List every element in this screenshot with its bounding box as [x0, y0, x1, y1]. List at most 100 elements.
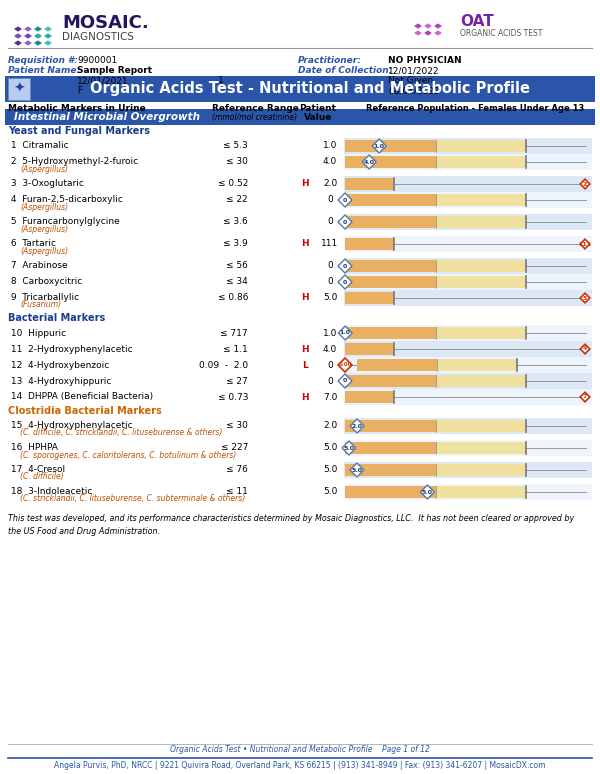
- Text: 1.0: 1.0: [323, 142, 337, 150]
- Text: 13  4-Hydroxyhippuric: 13 4-Hydroxyhippuric: [8, 376, 112, 385]
- Text: Organic Acids Test - Nutritional and Metabolic Profile: Organic Acids Test - Nutritional and Met…: [90, 81, 530, 97]
- Polygon shape: [580, 180, 590, 189]
- Text: Value: Value: [304, 113, 332, 122]
- FancyBboxPatch shape: [436, 216, 526, 228]
- FancyBboxPatch shape: [344, 138, 592, 154]
- Polygon shape: [413, 30, 422, 36]
- Polygon shape: [23, 40, 32, 46]
- Text: Patient Age:: Patient Age:: [163, 76, 226, 85]
- FancyBboxPatch shape: [436, 375, 526, 387]
- Polygon shape: [34, 26, 43, 32]
- FancyBboxPatch shape: [345, 156, 436, 168]
- FancyBboxPatch shape: [344, 192, 592, 208]
- FancyBboxPatch shape: [344, 154, 592, 170]
- Text: 12/01/2021: 12/01/2021: [77, 76, 128, 85]
- Text: 1.0: 1.0: [374, 143, 385, 149]
- Text: 0: 0: [327, 262, 333, 270]
- Text: Date of Birth:: Date of Birth:: [8, 76, 77, 85]
- Text: ≤ 0.73: ≤ 0.73: [218, 392, 248, 402]
- Polygon shape: [23, 33, 32, 39]
- Text: 4.0: 4.0: [323, 344, 337, 354]
- Text: ≤ 227: ≤ 227: [221, 444, 248, 453]
- Text: (Aspergillus): (Aspergillus): [20, 203, 68, 211]
- Text: ≤ 3.6: ≤ 3.6: [223, 217, 248, 227]
- Text: 0: 0: [343, 378, 347, 383]
- Text: ≤ 56: ≤ 56: [226, 262, 248, 270]
- Text: 5: 5: [583, 296, 587, 300]
- Polygon shape: [34, 33, 43, 39]
- Text: 15  4-Hydroxyphenylacetic: 15 4-Hydroxyphenylacetic: [8, 422, 133, 430]
- Text: 7  Arabinose: 7 Arabinose: [8, 262, 68, 270]
- FancyBboxPatch shape: [436, 194, 526, 206]
- FancyBboxPatch shape: [344, 341, 592, 357]
- Text: 16  HPHPA: 16 HPHPA: [8, 444, 58, 453]
- Text: 5.0: 5.0: [343, 446, 355, 450]
- Text: Reference Population - Females Under Age 13: Reference Population - Females Under Age…: [366, 104, 584, 113]
- Text: L: L: [302, 361, 308, 369]
- Text: 17  4-Cresol: 17 4-Cresol: [8, 465, 65, 474]
- FancyBboxPatch shape: [436, 140, 526, 152]
- Text: 4: 4: [583, 347, 587, 351]
- Text: 4  Furan-2,5-dicarboxylic: 4 Furan-2,5-dicarboxylic: [8, 196, 123, 204]
- Text: (C. difficile): (C. difficile): [20, 472, 64, 481]
- FancyBboxPatch shape: [345, 216, 436, 228]
- FancyBboxPatch shape: [357, 359, 437, 371]
- Text: (Aspergillus): (Aspergillus): [20, 165, 68, 173]
- Text: Organic Acids Test • Nutritional and Metabolic Profile    Page 1 of 12: Organic Acids Test • Nutritional and Met…: [170, 745, 430, 755]
- Text: H: H: [301, 392, 309, 402]
- Polygon shape: [350, 419, 364, 433]
- FancyBboxPatch shape: [5, 109, 595, 125]
- Polygon shape: [421, 485, 434, 499]
- Text: ORGANIC ACIDS TEST: ORGANIC ACIDS TEST: [460, 29, 542, 39]
- Text: ≤ 22: ≤ 22: [226, 196, 248, 204]
- Text: Angela Purvis, PhD, NRCC | 9221 Quivira Road, Overland Park, KS 66215 | (913) 34: Angela Purvis, PhD, NRCC | 9221 Quivira …: [54, 762, 546, 770]
- Polygon shape: [362, 155, 376, 169]
- Text: 11  2-Hydroxyphenylacetic: 11 2-Hydroxyphenylacetic: [8, 344, 133, 354]
- Text: 5.0: 5.0: [422, 489, 433, 495]
- FancyBboxPatch shape: [345, 442, 436, 454]
- FancyBboxPatch shape: [345, 276, 436, 288]
- Text: (C. difficile, C. stricklandii, C. lituseburense & others): (C. difficile, C. stricklandii, C. litus…: [20, 429, 223, 437]
- Text: 2.0: 2.0: [323, 422, 337, 430]
- Text: Report Date:: Report Date:: [298, 86, 362, 95]
- Text: 0: 0: [343, 220, 347, 224]
- Text: 4.0: 4.0: [323, 157, 337, 166]
- Text: ≤ 30: ≤ 30: [226, 157, 248, 166]
- Text: 0: 0: [327, 196, 333, 204]
- FancyBboxPatch shape: [344, 373, 592, 389]
- Text: 5.0: 5.0: [323, 465, 337, 474]
- Text: ≤ 717: ≤ 717: [220, 328, 248, 337]
- FancyBboxPatch shape: [345, 260, 436, 272]
- Polygon shape: [580, 344, 590, 354]
- FancyBboxPatch shape: [344, 357, 592, 373]
- FancyBboxPatch shape: [437, 359, 517, 371]
- Text: Practitioner:: Practitioner:: [298, 56, 362, 65]
- FancyBboxPatch shape: [345, 238, 394, 250]
- Text: F: F: [77, 86, 82, 95]
- FancyBboxPatch shape: [436, 420, 526, 432]
- Text: (Aspergillus): (Aspergillus): [20, 246, 68, 255]
- FancyBboxPatch shape: [436, 327, 526, 339]
- Text: Requisition #:: Requisition #:: [8, 56, 78, 65]
- FancyBboxPatch shape: [345, 391, 394, 403]
- Text: 4.0: 4.0: [364, 159, 374, 165]
- FancyBboxPatch shape: [344, 484, 592, 500]
- Polygon shape: [424, 23, 433, 29]
- Text: Patient Name:: Patient Name:: [8, 66, 80, 75]
- Polygon shape: [338, 358, 352, 372]
- Text: This test was developed, and its performance characteristics determined by Mosai: This test was developed, and its perform…: [8, 514, 574, 536]
- Text: ≤ 30: ≤ 30: [226, 422, 248, 430]
- Text: H: H: [301, 239, 309, 248]
- Text: Patient Sex:: Patient Sex:: [8, 86, 70, 95]
- Text: 12  4-Hydroxybenzoic: 12 4-Hydroxybenzoic: [8, 361, 109, 369]
- Text: ≤ 0.52: ≤ 0.52: [218, 180, 248, 189]
- Polygon shape: [580, 239, 590, 248]
- Polygon shape: [350, 463, 364, 477]
- Polygon shape: [342, 441, 356, 455]
- Text: 0: 0: [343, 279, 347, 285]
- Polygon shape: [338, 374, 352, 388]
- Polygon shape: [44, 33, 53, 39]
- FancyBboxPatch shape: [436, 260, 526, 272]
- Text: ✦: ✦: [13, 82, 25, 96]
- Text: 2.0: 2.0: [323, 180, 337, 189]
